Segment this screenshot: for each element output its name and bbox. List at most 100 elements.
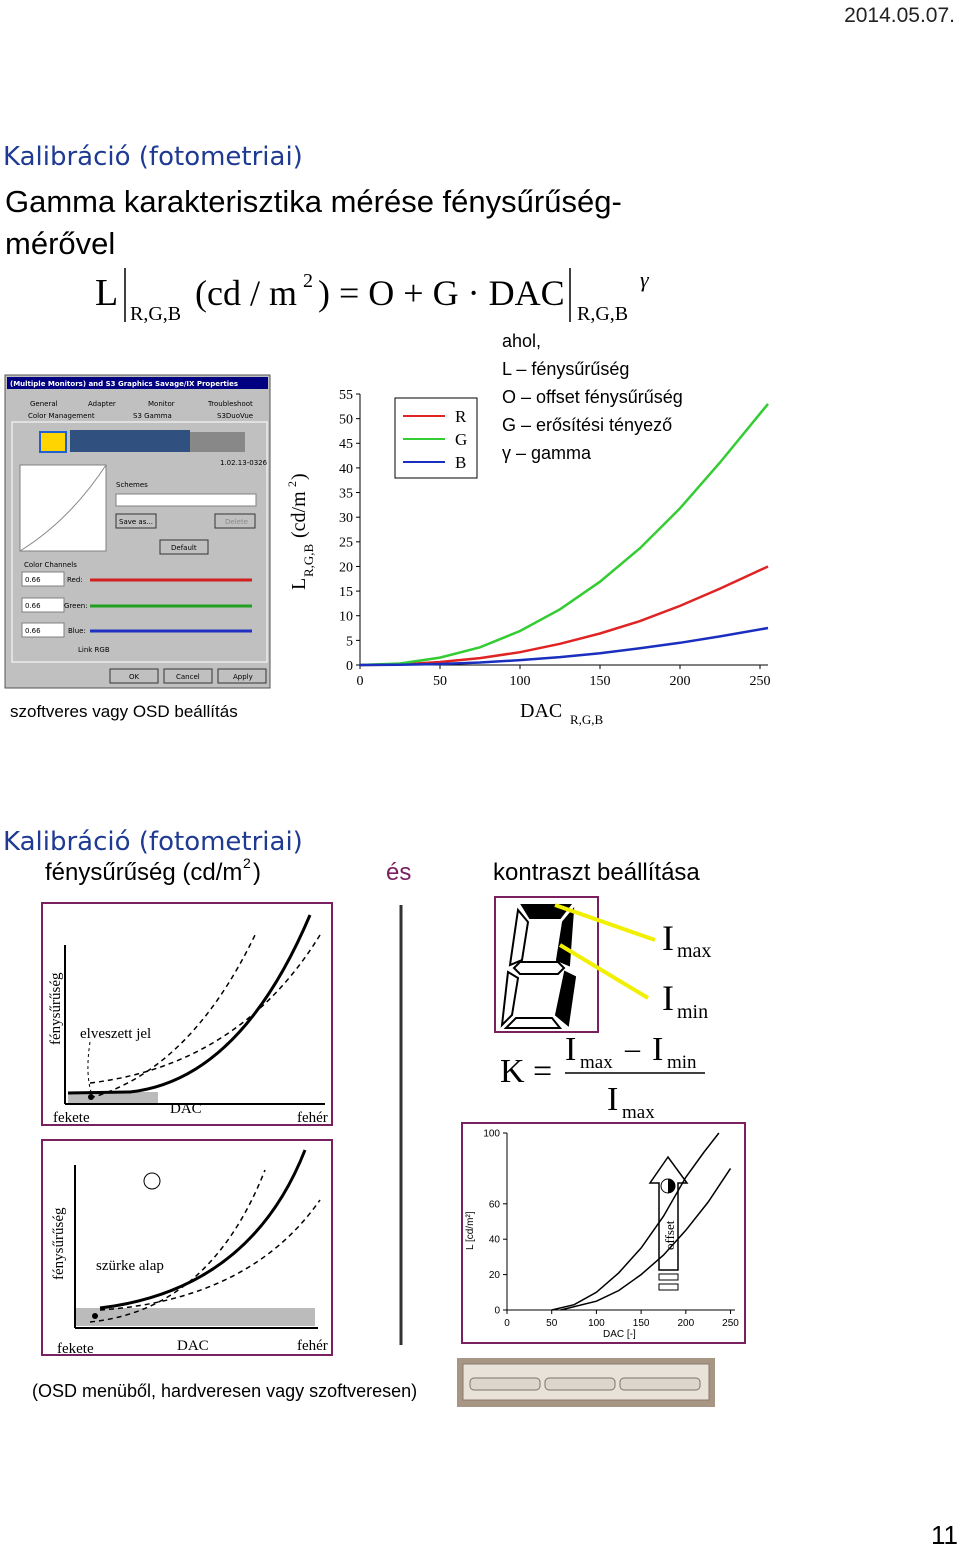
pointer [558, 943, 650, 1000]
line-series [359, 626, 769, 667]
curve [67, 914, 312, 1095]
channel-value: 0.66 [25, 602, 41, 610]
line-series [560, 1167, 732, 1311]
tab: Color Management [28, 412, 95, 420]
y-tick-label: 10 [339, 610, 353, 625]
formula-part: (cd / m [195, 273, 297, 313]
dropdown [115, 493, 257, 507]
y-tick-label: 30 [339, 511, 353, 526]
value-box [21, 597, 65, 613]
tab: Troubleshoot [207, 400, 253, 408]
frame [41, 902, 333, 1126]
pointer [554, 903, 656, 942]
heading-part: ) [253, 859, 261, 886]
formula-part: K = [500, 1053, 552, 1090]
formula-part: ) = O + G · DAC [318, 273, 565, 313]
formula-sub: max [622, 1102, 655, 1123]
button-label: OK [129, 673, 140, 681]
y-tick-label: 40 [339, 462, 353, 477]
heading-sup: 2 [243, 855, 251, 871]
button-label: Apply [233, 673, 253, 681]
x-tick-label: 50 [433, 674, 447, 689]
segment [503, 1017, 563, 1029]
schemes: Schemes [116, 481, 148, 489]
value-box [21, 622, 65, 638]
note: γ – gamma [502, 443, 592, 463]
button-label: Default [171, 544, 197, 552]
x-tick-label: 250 [750, 674, 771, 689]
panel [11, 421, 268, 663]
y-tick-label: 45 [339, 437, 353, 452]
curve [89, 934, 321, 1084]
y-label: fénysűrűség [48, 972, 64, 1045]
title-bar [7, 377, 268, 389]
gamma-curve [19, 464, 107, 552]
y-label: fénysűrűség [51, 1207, 67, 1280]
formula-sub: min [667, 1052, 697, 1073]
figure-gray-base: fénysűrűség szürke alap fekete DAC fehér [41, 1139, 333, 1357]
channel-name: Blue: [68, 627, 86, 635]
y-tick-label: 5 [346, 634, 353, 649]
button [163, 668, 213, 684]
y-tick-label: 40 [489, 1235, 501, 1246]
checkbox-label: Link RGB [78, 646, 110, 654]
x-tick-label: 50 [546, 1318, 558, 1329]
legend-label: G [455, 430, 467, 449]
legend-label: B [455, 453, 466, 472]
arrow-bar [658, 1283, 679, 1291]
legend-label: R [455, 407, 467, 426]
y-tick-label: 0 [494, 1306, 500, 1317]
note: L – fénysűrűség [502, 359, 629, 379]
gray-scale [190, 432, 245, 452]
segment [520, 904, 573, 919]
dot [92, 1313, 98, 1319]
x-label: DAC [170, 1101, 202, 1117]
pointer [87, 1041, 93, 1096]
x-tick-label: 100 [588, 1318, 605, 1329]
button [217, 668, 267, 684]
curve [89, 934, 256, 1099]
button [109, 668, 159, 684]
black-label: fekete [53, 1110, 90, 1126]
formula-part: I [565, 1031, 576, 1068]
button [214, 513, 256, 529]
line-series [551, 1132, 720, 1311]
button [619, 1377, 701, 1391]
x-tick-label: 250 [722, 1318, 739, 1329]
y-tick-label: 25 [339, 536, 353, 551]
note: O – offset fénysűrűség [502, 387, 683, 407]
group-label: Color Channels [24, 561, 77, 569]
x-tick-label: 150 [633, 1318, 650, 1329]
i-label: I [662, 918, 674, 958]
curve [89, 1169, 266, 1323]
sun-icon [143, 1172, 161, 1190]
axis-title-sup: 2 [285, 481, 299, 487]
logo [39, 431, 67, 453]
button [159, 539, 209, 555]
segment [512, 961, 566, 975]
intensity-labels: I max I min [662, 918, 711, 1023]
heading: fénysűrűség (cd/m 2 ) és kontraszt beáll… [45, 855, 700, 886]
segment [554, 970, 577, 1027]
y-tick-label: 50 [339, 413, 353, 428]
button [115, 513, 157, 529]
formula-sub: R,G,B [577, 303, 628, 325]
black-label: fekete [57, 1341, 94, 1357]
tab: S3DuoVue [217, 412, 253, 420]
slide-title: Kalibráció (fotometriai) [3, 142, 303, 172]
version: 1.02.13-0326 [220, 459, 268, 467]
gamma-chart: L R,G,B (cd/m 2 ) DAC R,G,B 051015202530… [285, 388, 771, 727]
x-tick-label: 200 [677, 1318, 694, 1329]
note: ahol, [502, 331, 541, 351]
heading-part: fénysűrűség (cd/m [45, 859, 242, 886]
page-number: 11 [931, 1520, 958, 1546]
x-axis-title: DAC [520, 700, 562, 722]
y-tick-label: 55 [339, 388, 353, 403]
contrast-formula: K = I max – I min I max [500, 1031, 705, 1123]
button-label: Cancel [176, 673, 200, 681]
heading-part: kontraszt beállítása [493, 859, 700, 886]
x-tick-label: 150 [590, 674, 611, 689]
tab: S3 Gamma [133, 412, 172, 420]
bulbs [70, 430, 190, 452]
i-sub: min [677, 1001, 708, 1023]
